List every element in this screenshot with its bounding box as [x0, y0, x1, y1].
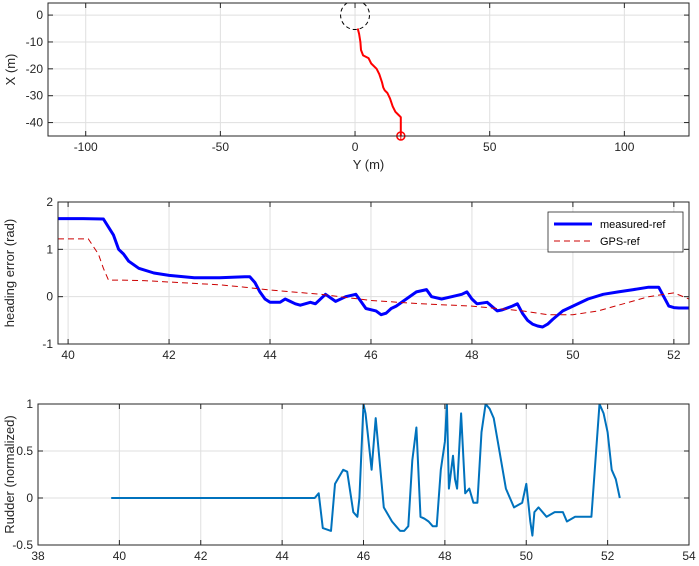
x-tick-label: 40: [113, 549, 127, 563]
y-tick-label: 0: [26, 491, 33, 505]
x-tick-label: 46: [364, 348, 378, 362]
x-tick-label: 0: [352, 140, 359, 154]
legend-entry-label: GPS-ref: [600, 236, 641, 248]
plot-area: [48, 3, 689, 136]
x-tick-label: 44: [275, 549, 289, 563]
series-group: [58, 217, 689, 329]
y-tick-label: -0.5: [12, 538, 33, 552]
legend-entry-label: measured-ref: [600, 219, 666, 231]
x-axis-label: Y (m): [353, 157, 385, 172]
y-tick-label: -20: [26, 62, 44, 76]
axes-box: [57, 201, 690, 345]
series-line-1: [111, 404, 621, 537]
x-tick-label: 48: [438, 549, 452, 563]
x-tick-label: 46: [357, 549, 371, 563]
y-axis-label: Rudder (normalized): [2, 415, 17, 534]
x-tick-label: 50: [566, 348, 580, 362]
x-tick-label: -50: [212, 140, 230, 154]
series-group: [111, 404, 621, 537]
chart-3: 38 40 42 44 46 48 50 52 54 -0.5 0 0.5 1 Rudder (norma…: [2, 397, 696, 563]
start-circle-marker: [340, 3, 370, 31]
x-tick-label: 54: [682, 549, 696, 563]
x-tick-label: -100: [74, 140, 98, 154]
y-tick-label: -10: [26, 35, 44, 49]
legend-box: [547, 211, 684, 253]
legend: measured-ref GPS-ref: [547, 211, 684, 253]
series-group: [340, 3, 402, 136]
chart-1: -100 -50 0 50 100 0 -10 -20 -30 -40 Y (m) X (m): [3, 2, 690, 172]
x-tick-label: 50: [483, 140, 497, 154]
y-axis-label: X (m): [3, 54, 18, 86]
y-tick-label: 0: [46, 290, 53, 304]
y-tick-label: -40: [26, 116, 44, 130]
x-tick-label: 38: [31, 549, 45, 563]
x-tick-label: 100: [614, 140, 634, 154]
x-tick-label: 42: [162, 348, 176, 362]
y-tick-label: -1: [42, 337, 53, 351]
x-tick-label: 42: [194, 549, 208, 563]
x-tick-label: 52: [601, 549, 615, 563]
y-tick-label: -30: [26, 89, 44, 103]
x-tick-label: 48: [465, 348, 479, 362]
chart-2: 40 42 44 46 48 50 52 -1 0 1 2 heading error (rad) me…: [2, 195, 690, 362]
axes-box: [47, 2, 690, 137]
series-line-1: [356, 28, 402, 136]
x-tick-label: 52: [667, 348, 681, 362]
series-line-gps-ref: [58, 238, 689, 316]
x-tick-label: 50: [520, 549, 534, 563]
y-tick-label: 2: [46, 195, 53, 209]
x-tick-label: 44: [263, 348, 277, 362]
y-tick-label: 0: [36, 8, 43, 22]
y-tick-label: 1: [26, 397, 33, 411]
x-tick-label: 40: [61, 348, 75, 362]
y-tick-label: 1: [46, 242, 53, 256]
y-tick-label: 0.5: [16, 444, 33, 458]
y-axis-label: heading error (rad): [2, 219, 17, 327]
series-line-measured-ref: [58, 217, 689, 329]
